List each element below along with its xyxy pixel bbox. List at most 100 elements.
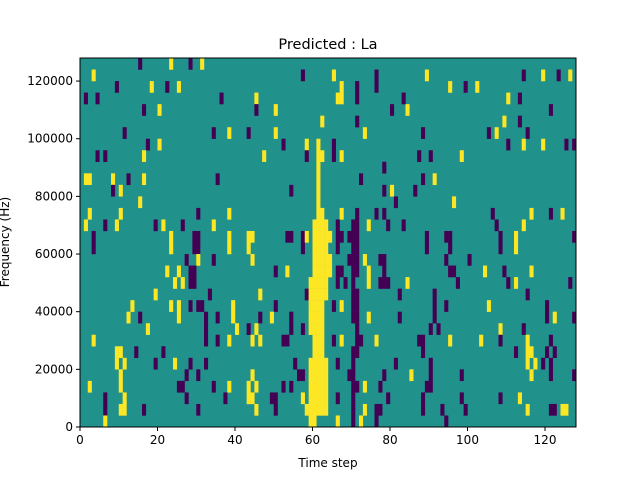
heatmap-cell-low [293,357,298,370]
heatmap-cell-low [95,150,100,162]
heatmap-cell-low [498,334,503,347]
heatmap-cell-low [351,403,356,416]
heatmap-cell-low [285,334,290,347]
heatmap-cell-low [374,207,379,220]
heatmap-cell-low [192,230,197,243]
heatmap-cell-high [83,173,88,186]
x-tick-label: 0 [76,433,84,447]
heatmap-cell-low [289,380,294,393]
heatmap-cell-low [145,138,150,151]
heatmap-cell-low [335,357,340,370]
heatmap-cell-high [324,242,329,255]
heatmap-cell-high [258,334,263,347]
heatmap-cell-low [386,219,391,232]
heatmap-cell-low [572,230,577,243]
heatmap-cell-low [428,323,433,335]
heatmap-cell-high [409,369,414,382]
heatmap-cell-low [448,265,453,278]
heatmap-cell-low [351,277,356,289]
heatmap-cell-high [316,357,321,370]
heatmap-cell-low [180,380,185,393]
heatmap-cell-high [176,300,181,312]
heatmap-cell-low [188,58,193,70]
heatmap-cell-high [316,323,321,335]
heatmap-cell-low [552,403,557,416]
heatmap-cell-low [297,369,302,382]
heatmap-cell-low [91,230,96,243]
heatmap-cell-low [300,69,305,82]
heatmap-cell-high [405,277,410,289]
heatmap-cell-high [312,323,317,335]
heatmap-cell-low [514,346,519,359]
heatmap-cell-low [498,392,503,405]
heatmap-cell-high [118,207,123,220]
heatmap-cell-high [479,334,484,347]
heatmap-cell-low [359,173,364,186]
heatmap-cell-low [424,242,429,255]
heatmap-cell-high [312,265,317,278]
heatmap-cell-high [517,392,522,405]
x-tick-label: 80 [382,433,397,447]
heatmap-cell-low [548,207,553,220]
heatmap-cell-high [362,403,367,416]
heatmap-cell-high [320,115,325,128]
heatmap-cell-high [362,380,367,393]
heatmap-cell-high [331,69,336,82]
heatmap-cell-low [188,265,193,278]
heatmap-cell-high [459,150,464,162]
heatmap-cell-low [374,415,379,428]
heatmap-cell-high [153,288,158,301]
heatmap-cell-low [246,323,251,335]
heatmap-cell-low [421,403,426,416]
heatmap-cell-low [335,265,340,278]
heatmap-cell-high [525,346,530,359]
heatmap-cell-high [448,334,453,347]
heatmap-cell-low [219,92,224,105]
heatmap-cell-high [169,242,174,255]
heatmap-cell-low [304,288,309,301]
heatmap-cell-low [196,369,201,382]
heatmap-cell-low [378,277,383,289]
heatmap-cell-low [386,392,391,405]
heatmap-cell-high [324,357,329,370]
heatmap-cell-low [204,357,209,370]
heatmap-cell-high [316,403,321,416]
heatmap-cell-high [328,254,333,266]
heatmap-cell-low [246,127,251,139]
heatmap-cell-high [308,311,313,324]
heatmap-cell-high [316,138,321,151]
heatmap-cell-high [312,219,317,232]
heatmap-cell-low [103,403,108,416]
heatmap-cell-high [211,219,216,232]
heatmap-cell-high [316,184,321,197]
heatmap-cell-high [157,104,162,116]
heatmap-cell-low [204,323,209,335]
heatmap-cell-high [320,265,325,278]
heatmap-cell-high [235,323,240,335]
heatmap-cell-low [467,254,472,266]
heatmap-cell-high [320,288,325,301]
x-tick-label: 120 [534,433,557,447]
heatmap-cell-high [250,369,255,382]
heatmap-cell-high [176,81,181,93]
heatmap-cell-high [308,403,313,416]
heatmap-cell-low [382,369,387,382]
heatmap-cell-high [529,265,534,278]
heatmap-cell-high [250,254,255,266]
heatmap-cell-low [572,138,577,151]
heatmap-cell-low [347,254,352,266]
heatmap-cell-high [320,242,325,255]
heatmap-cell-low [351,380,356,393]
heatmap-cell-low [378,254,383,266]
heatmap-cell-low [126,173,131,186]
heatmap-cell-high [514,230,519,243]
heatmap-cell-low [188,357,193,370]
heatmap-cell-low [421,346,426,359]
heatmap-cell-high [227,380,232,393]
heatmap-cell-high [285,265,290,278]
heatmap-cell-low [355,288,360,301]
heatmap-cell-low [111,184,116,197]
heatmap-cell-low [122,127,127,139]
heatmap-cell-low [448,242,453,255]
heatmap-cell-high [254,403,259,416]
